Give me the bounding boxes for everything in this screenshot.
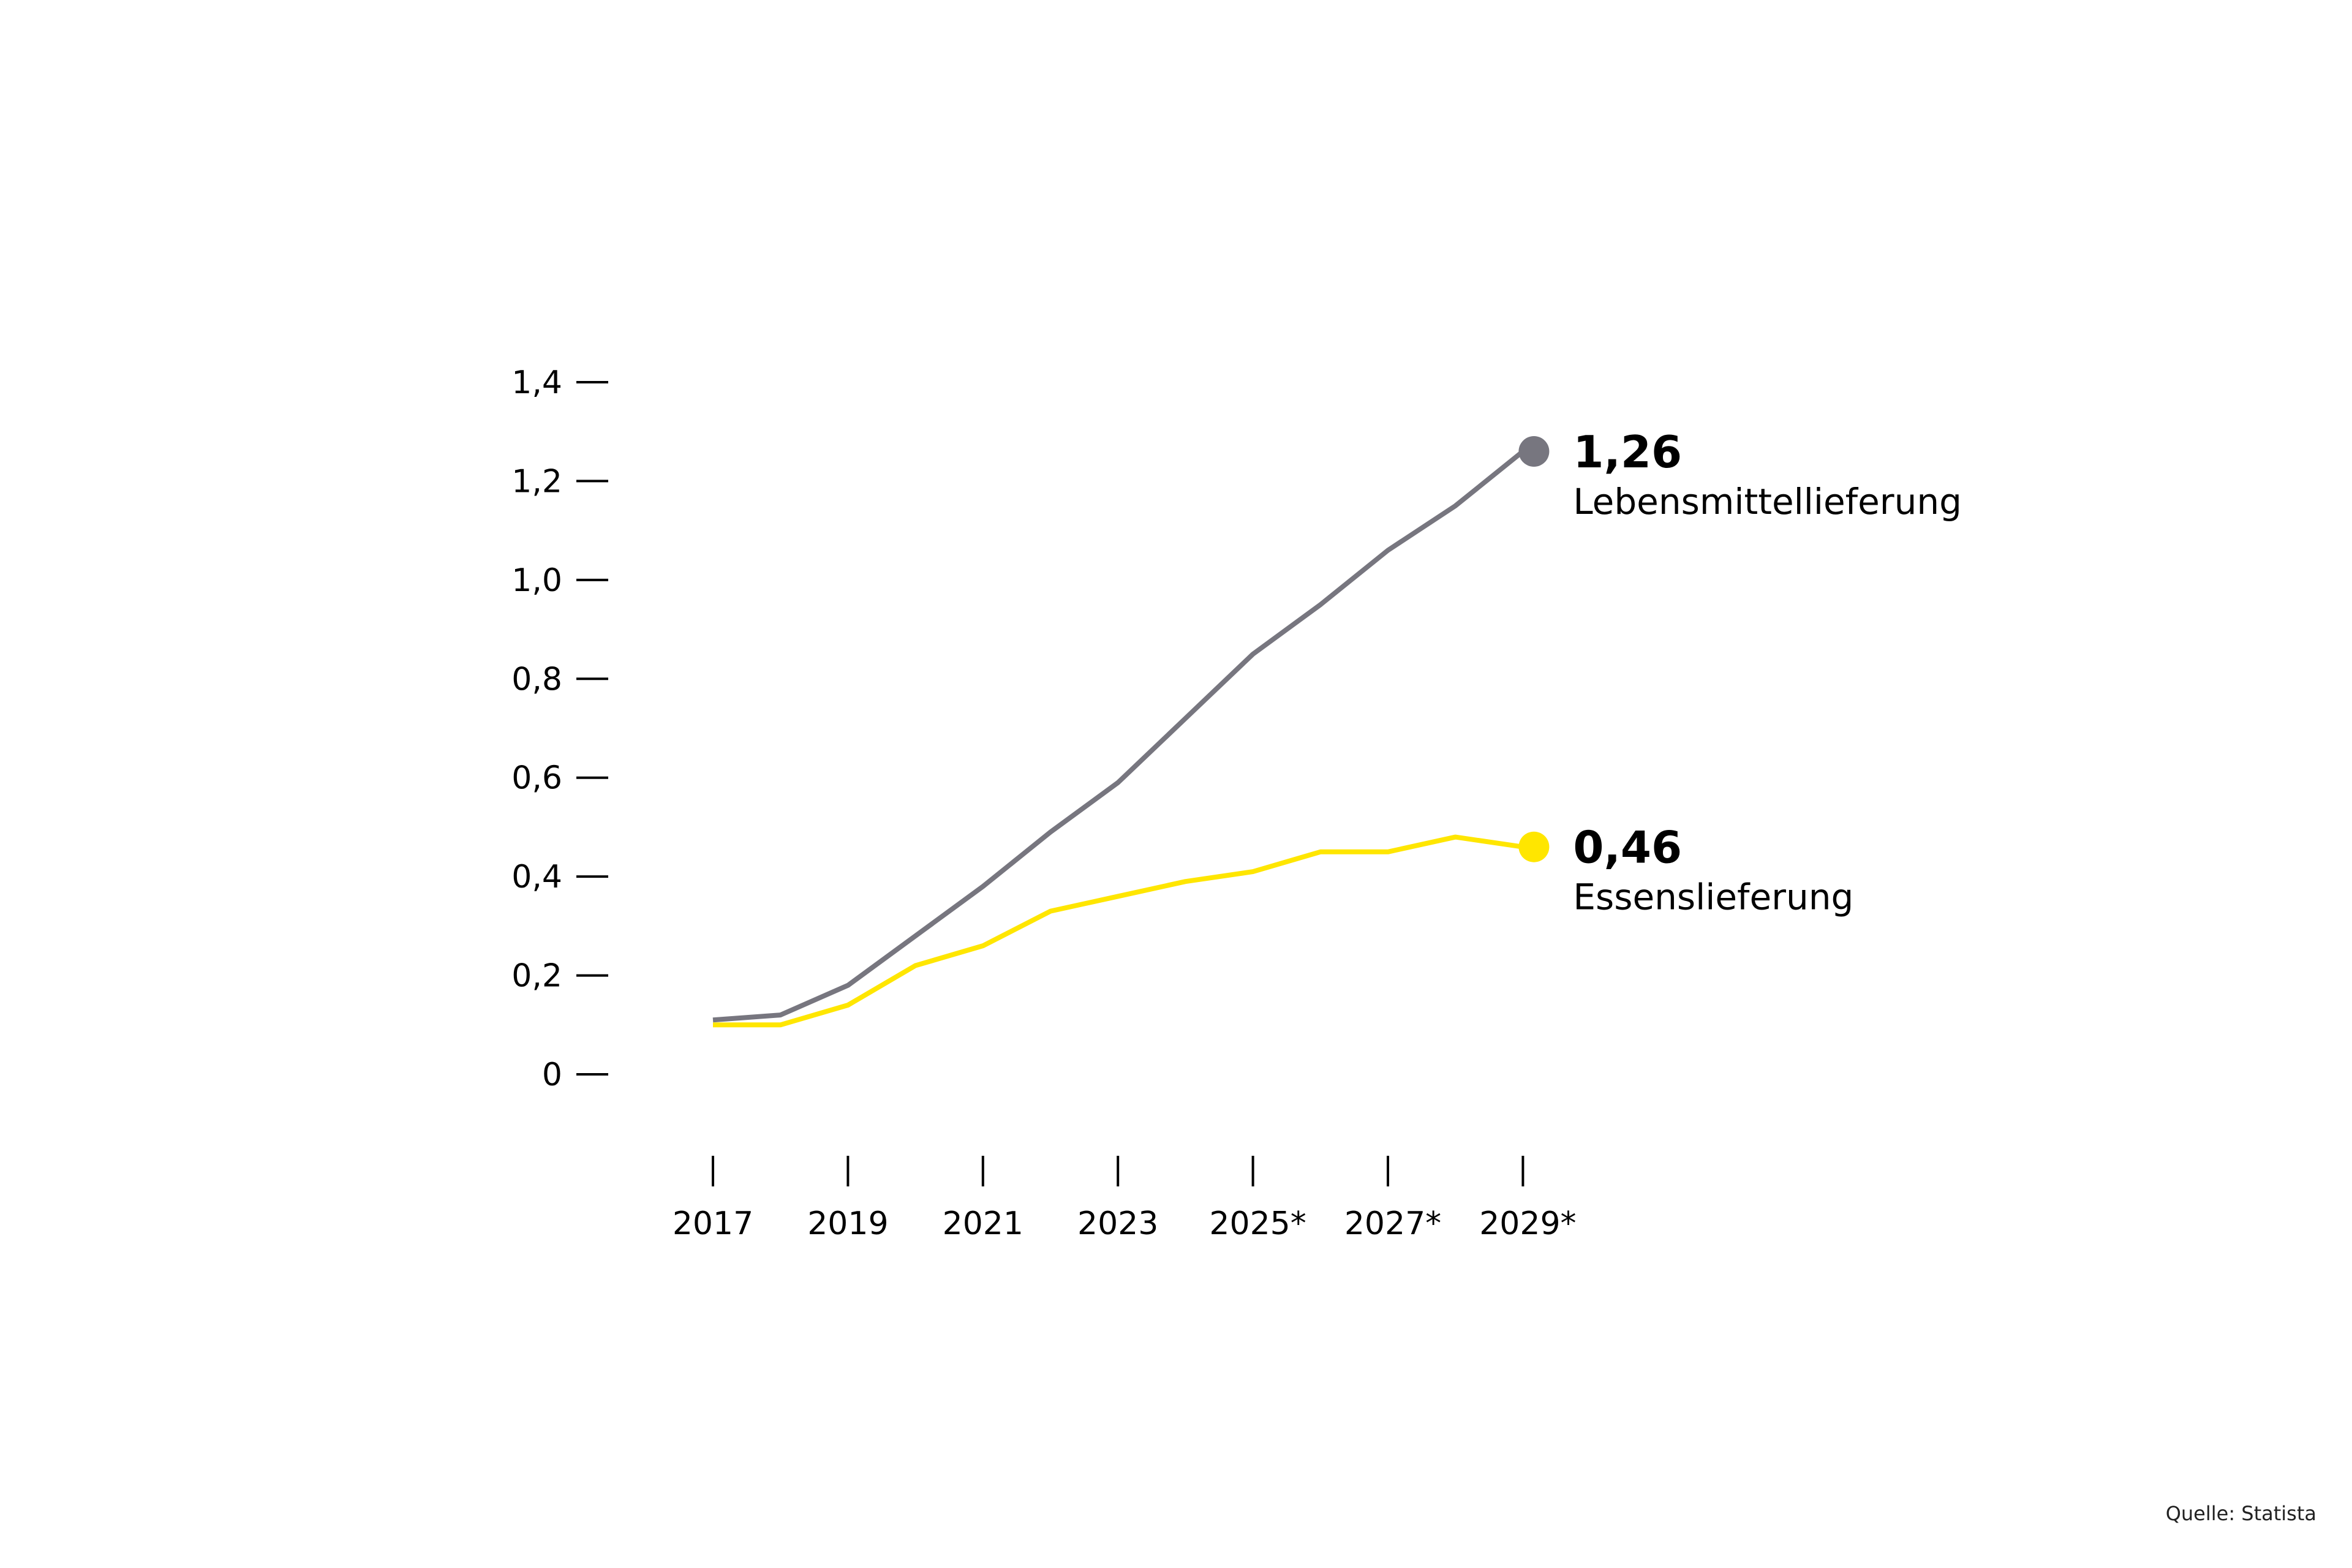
y-axis: 0 0,2 0,4 0,6 0,8 1,0 1,2 1,4 (511, 364, 608, 1093)
x-tick-label: 2025* (1209, 1205, 1306, 1242)
series-end-marker (1518, 436, 1550, 467)
series-line-1 (713, 834, 1523, 1028)
x-tick-label: 2027* (1344, 1205, 1441, 1242)
series-end-marker (1518, 831, 1550, 862)
y-tick-label: 0 (542, 1057, 562, 1093)
series-name-label: Lebensmittellieferung (1573, 481, 1962, 522)
y-tick-label: 0,2 (511, 958, 562, 995)
series-line-0 (712, 449, 1525, 1023)
x-tick-label: 2023 (1077, 1205, 1158, 1242)
x-tick-label: 2029* (1479, 1205, 1576, 1242)
x-tick-label: 2021 (943, 1205, 1023, 1242)
y-tick-label: 0,4 (511, 859, 562, 895)
series-name-label: Essenslieferung (1573, 876, 1853, 918)
series-end-value: 1,26 (1573, 426, 1682, 478)
y-tick-label: 1,0 (511, 562, 562, 599)
y-tick-label: 0,6 (511, 760, 562, 797)
y-tick-label: 0,8 (511, 661, 562, 698)
x-tick-label: 2017 (673, 1205, 753, 1242)
series-end-value: 0,46 (1573, 822, 1682, 873)
y-tick-label: 1,2 (511, 463, 562, 500)
y-tick-label: 1,4 (511, 364, 562, 401)
source-note: Quelle: Statista (2166, 1502, 2316, 1525)
series-lines (712, 436, 1550, 1028)
x-axis: 2017 2019 2021 2023 2025* 2027* 2029* (673, 1156, 1577, 1242)
x-tick-label: 2019 (807, 1205, 888, 1242)
